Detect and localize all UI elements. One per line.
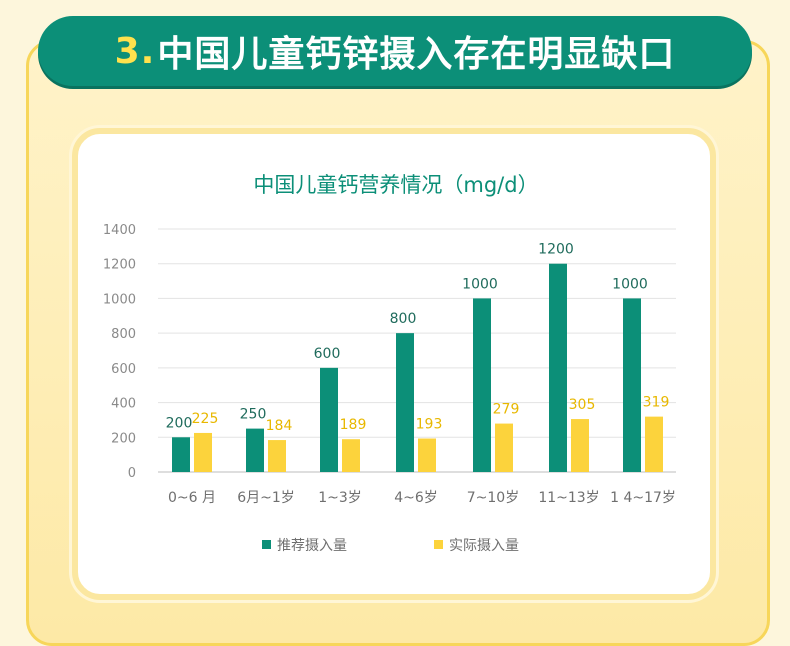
x-tick-label: 1~3岁 xyxy=(318,490,362,506)
bar-actual xyxy=(495,423,513,472)
y-tick-label: 600 xyxy=(111,362,136,377)
x-tick-label: 1 4~17岁 xyxy=(610,490,676,506)
y-tick-label: 1000 xyxy=(103,292,136,307)
y-tick-label: 200 xyxy=(111,431,136,446)
data-label-actual: 279 xyxy=(493,402,520,418)
bar-actual xyxy=(418,438,436,472)
data-label-recommended: 600 xyxy=(314,346,341,362)
legend-swatch-actual xyxy=(434,540,443,549)
legend-label-actual: 实际摄入量 xyxy=(449,538,519,554)
data-label-actual: 193 xyxy=(416,417,443,433)
data-label-actual: 189 xyxy=(340,417,367,433)
data-label-recommended: 1000 xyxy=(612,276,648,292)
bar-recommended xyxy=(246,428,264,472)
calcium-bar-chart: 中国儿童钙营养情况（mg/d） 0 200 400 600 800 1000 1200 140… xyxy=(103,173,676,554)
bar-recommended xyxy=(473,298,491,472)
bar-actual xyxy=(268,440,286,472)
y-tick-label: 1400 xyxy=(103,223,136,238)
x-tick-label: 0~6 月 xyxy=(168,490,216,506)
data-label-recommended: 200 xyxy=(166,415,193,431)
data-label-actual: 319 xyxy=(643,395,670,411)
y-tick-label: 1200 xyxy=(103,258,136,273)
x-tick-label: 6月~1岁 xyxy=(237,490,295,506)
x-tick-label: 7~10岁 xyxy=(467,490,519,506)
bar-recommended xyxy=(396,333,414,472)
data-label-recommended: 800 xyxy=(390,311,417,327)
legend-swatch-recommended xyxy=(262,540,271,549)
data-label-recommended: 1000 xyxy=(462,276,498,292)
page-title-banner: 3. 中国儿童钙锌摄入存在明显缺口 xyxy=(38,16,752,86)
page-title: 中国儿童钙锌摄入存在明显缺口 xyxy=(157,34,676,75)
data-label-recommended: 1200 xyxy=(538,242,574,258)
bar-recommended xyxy=(623,298,641,472)
legend-label-recommended: 推荐摄入量 xyxy=(277,538,347,554)
data-label-actual: 305 xyxy=(569,397,596,413)
bar-actual xyxy=(571,419,589,472)
x-tick-label: 4~6岁 xyxy=(394,490,438,506)
x-tick-label: 11~13岁 xyxy=(538,490,599,506)
chart-title: 中国儿童钙营养情况（mg/d） xyxy=(253,173,538,197)
bar-actual xyxy=(342,439,360,472)
y-tick-label: 0 xyxy=(128,466,136,481)
bar-recommended xyxy=(320,367,338,472)
data-label-actual: 184 xyxy=(266,418,293,434)
data-label-actual: 225 xyxy=(192,411,219,427)
data-label-recommended: 250 xyxy=(240,407,267,423)
title-number: 3. xyxy=(114,30,156,72)
y-tick-label: 800 xyxy=(111,327,136,342)
bar-recommended xyxy=(172,437,190,472)
bar-actual xyxy=(645,416,663,472)
bar-recommended xyxy=(549,263,567,472)
chart-card xyxy=(72,128,716,600)
y-tick-label: 400 xyxy=(111,397,136,412)
bar-actual xyxy=(194,432,212,472)
